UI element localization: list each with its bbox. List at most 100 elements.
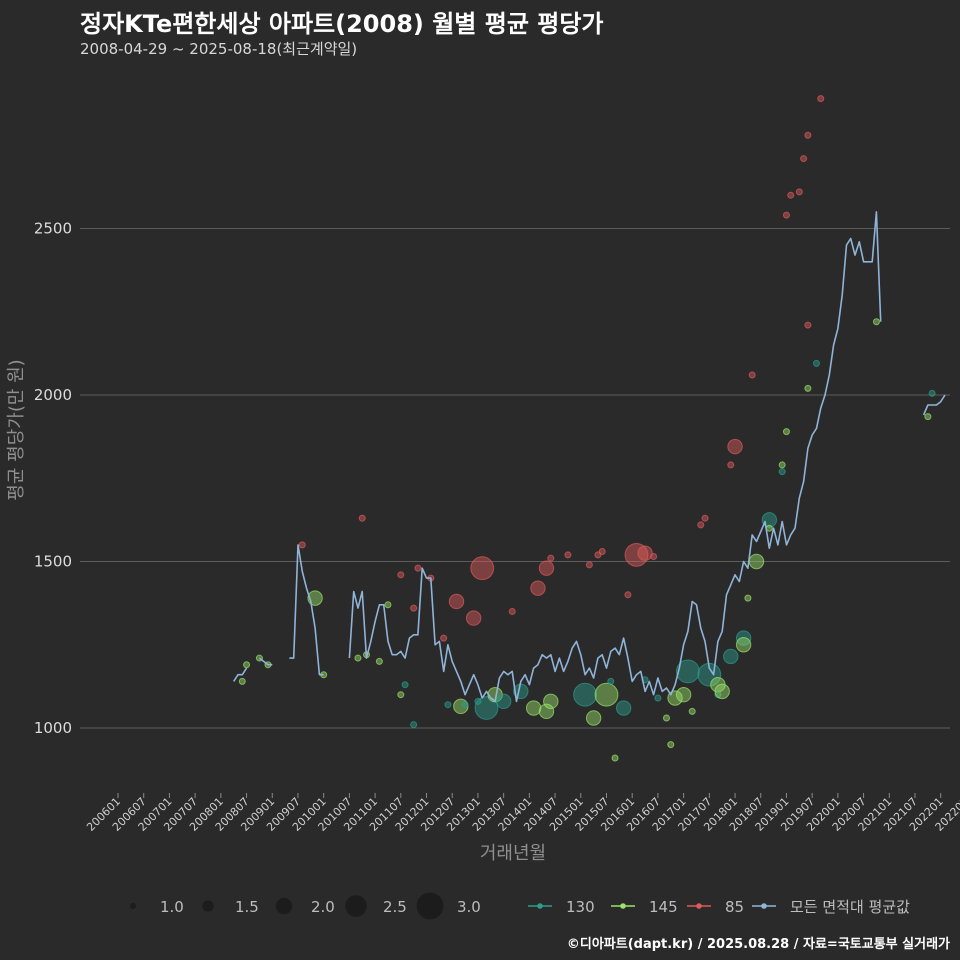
size-legend-key xyxy=(275,897,293,915)
data-point-85 xyxy=(804,321,812,329)
data-point-145 xyxy=(243,661,251,669)
size-legend-label: 1.5 xyxy=(235,898,259,916)
data-point-130 xyxy=(401,681,409,689)
data-point-130 xyxy=(723,648,739,665)
data-point-145 xyxy=(238,677,246,685)
data-point-145 xyxy=(782,428,790,436)
data-point-85 xyxy=(701,514,709,522)
data-point-130 xyxy=(615,700,632,716)
data-point-85 xyxy=(564,551,572,559)
data-point-145 xyxy=(594,682,619,707)
data-point-145 xyxy=(744,594,752,602)
average-line xyxy=(233,667,248,682)
data-point-145 xyxy=(611,754,619,762)
data-point-85 xyxy=(624,591,632,599)
data-point-145 xyxy=(714,683,730,700)
series-legend: 130 145 85 모든 면적대 평균값 xyxy=(528,898,910,916)
size-legend-label: 2.0 xyxy=(311,898,335,916)
series-legend-label: 85 xyxy=(725,898,744,916)
data-point-85 xyxy=(414,564,422,572)
size-legend-label: 2.5 xyxy=(383,898,407,916)
x-axis-label: 거래년월 xyxy=(480,843,546,864)
data-point-145 xyxy=(778,461,786,469)
size-legend-label: 3.0 xyxy=(457,898,481,916)
data-point-130 xyxy=(812,359,820,367)
data-point-130 xyxy=(654,694,662,702)
data-point-85 xyxy=(804,131,812,139)
data-point-130 xyxy=(444,701,452,709)
series-legend-dot xyxy=(537,903,543,909)
series-legend-label: 130 xyxy=(566,898,595,916)
data-point-85 xyxy=(410,604,418,612)
data-point-85 xyxy=(782,211,790,219)
size-legend-label: 1.0 xyxy=(160,898,184,916)
data-point-85 xyxy=(598,548,606,556)
series-legend-label: 145 xyxy=(649,898,678,916)
data-point-85 xyxy=(547,554,555,562)
data-point-145 xyxy=(688,707,696,715)
size-legend-key xyxy=(416,892,444,920)
average-line xyxy=(289,544,324,676)
data-point-145 xyxy=(538,703,555,720)
data-point-145 xyxy=(872,318,880,326)
data-point-130 xyxy=(676,659,700,684)
source-caption: ©디아파트(dapt.kr) / 2025.08.28 / 자료=국토교통부 실… xyxy=(566,937,950,952)
data-point-130 xyxy=(410,721,418,729)
data-point-85 xyxy=(440,634,448,642)
data-point-85 xyxy=(637,545,653,561)
y-tick-label: 1000 xyxy=(34,719,72,737)
data-point-85 xyxy=(397,571,405,579)
data-point-145 xyxy=(667,741,675,749)
average-line xyxy=(348,211,882,703)
data-point-130 xyxy=(474,696,499,720)
data-point-145 xyxy=(585,710,602,726)
data-point-85 xyxy=(585,561,593,569)
data-point-145 xyxy=(375,657,383,665)
data-point-130 xyxy=(778,468,786,476)
data-point-145 xyxy=(735,637,752,653)
series-legend-label: 모든 면적대 평균값 xyxy=(790,898,910,916)
data-point-145 xyxy=(662,714,670,722)
series-legend-dot xyxy=(761,903,767,909)
chart-title: 정자KTe편한세상 아파트(2008) 월별 평균 평당가 xyxy=(80,10,604,38)
data-point-85 xyxy=(727,461,735,469)
data-point-130 xyxy=(495,693,512,710)
data-point-145 xyxy=(397,691,405,699)
y-tick-label: 1500 xyxy=(34,553,72,571)
data-point-130 xyxy=(573,682,597,707)
size-legend-key xyxy=(345,895,367,917)
data-point-145 xyxy=(804,384,812,392)
series-legend-dot xyxy=(696,903,702,909)
data-point-130 xyxy=(607,677,615,685)
data-point-145 xyxy=(748,553,765,570)
y-axis-label: 평균 평당가(만 원) xyxy=(6,359,27,500)
average-line xyxy=(258,657,273,666)
average-line xyxy=(922,394,946,416)
y-tick-label: 2000 xyxy=(34,386,72,404)
data-point-130 xyxy=(461,701,469,709)
size-legend-key xyxy=(130,903,136,909)
size-legend: 1.0 1.5 2.0 2.5 3.0 xyxy=(130,892,481,920)
data-point-85 xyxy=(508,607,516,615)
data-point-130 xyxy=(735,630,752,646)
data-point-85 xyxy=(298,541,306,549)
data-point-145 xyxy=(384,601,392,609)
data-point-85 xyxy=(795,188,803,196)
data-point-85 xyxy=(470,556,495,581)
data-point-85 xyxy=(697,521,705,529)
y-tick-label: 2500 xyxy=(34,220,72,238)
data-point-85 xyxy=(817,95,825,103)
data-point-85 xyxy=(530,580,546,596)
data-point-145 xyxy=(543,693,559,710)
series-legend-dot xyxy=(620,903,626,909)
data-point-145 xyxy=(525,700,542,716)
data-point-85 xyxy=(800,155,808,163)
data-point-85 xyxy=(624,542,649,567)
data-point-85 xyxy=(448,593,465,610)
data-point-145 xyxy=(924,413,932,421)
data-point-145 xyxy=(675,687,692,703)
data-point-85 xyxy=(727,438,743,455)
data-point-145 xyxy=(354,654,362,662)
data-point-85 xyxy=(465,610,482,626)
